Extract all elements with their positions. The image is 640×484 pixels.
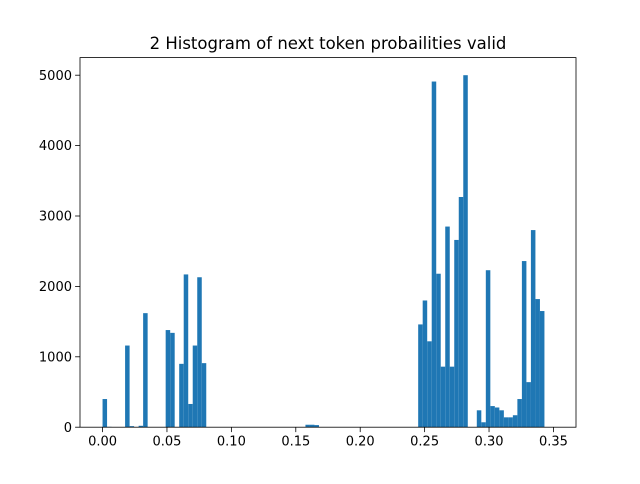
histogram-bar xyxy=(166,330,171,427)
y-tick-label: 4000 xyxy=(39,139,72,154)
x-tick-label: 0.10 xyxy=(217,435,246,450)
plot-area-background xyxy=(80,58,576,428)
x-tick-label: 0.20 xyxy=(346,435,375,450)
histogram-bar xyxy=(463,75,468,427)
y-tick-label: 2000 xyxy=(39,280,72,295)
histogram-bar xyxy=(125,346,130,428)
x-tick-label: 0.30 xyxy=(475,435,504,450)
histogram-bar xyxy=(454,240,459,427)
histogram-bar xyxy=(436,274,441,427)
histogram-bar xyxy=(432,82,437,428)
y-tick-label: 1000 xyxy=(39,350,72,365)
histogram-bar xyxy=(197,277,202,427)
histogram-bar xyxy=(535,299,540,427)
histogram-bar xyxy=(418,324,423,427)
histogram-bar xyxy=(427,341,432,427)
y-tick-label: 5000 xyxy=(39,69,72,84)
histogram-bar xyxy=(188,404,193,427)
x-tick-label: 0.25 xyxy=(410,435,439,450)
histogram-bar xyxy=(481,422,486,427)
x-tick-label: 0.15 xyxy=(281,435,310,450)
histogram-bar xyxy=(445,227,450,428)
histogram-bar xyxy=(526,382,531,427)
x-tick-label: 0.05 xyxy=(152,435,181,450)
chart-title: 2 Histogram of next token probailities v… xyxy=(150,34,507,53)
histogram-bar xyxy=(202,363,207,427)
histogram-bar xyxy=(531,230,536,427)
histogram-bar xyxy=(103,399,108,427)
histogram-bar xyxy=(423,300,428,427)
histogram-bar xyxy=(522,261,527,427)
histogram-bar xyxy=(508,417,513,427)
histogram-bar xyxy=(170,333,175,427)
histogram-bar xyxy=(513,415,518,427)
histogram-bar xyxy=(504,417,509,427)
histogram-bar xyxy=(143,313,148,427)
histogram-bar xyxy=(490,406,495,427)
histogram-bar xyxy=(179,364,184,427)
histogram-bar xyxy=(495,407,500,427)
histogram-bar xyxy=(459,197,464,427)
histogram-bar xyxy=(441,367,446,428)
histogram-bar xyxy=(517,399,522,427)
y-tick-label: 0 xyxy=(64,421,72,436)
x-tick-label: 0.35 xyxy=(539,435,568,450)
histogram-bar xyxy=(540,311,545,427)
histogram-bar xyxy=(450,367,455,428)
histogram-bar xyxy=(477,410,482,427)
histogram-bar xyxy=(486,270,491,427)
histogram-bar xyxy=(184,274,189,427)
histogram-bar xyxy=(499,410,504,427)
y-tick-label: 3000 xyxy=(39,210,72,225)
histogram-bar xyxy=(193,346,198,428)
x-tick-label: 0.00 xyxy=(88,435,117,450)
